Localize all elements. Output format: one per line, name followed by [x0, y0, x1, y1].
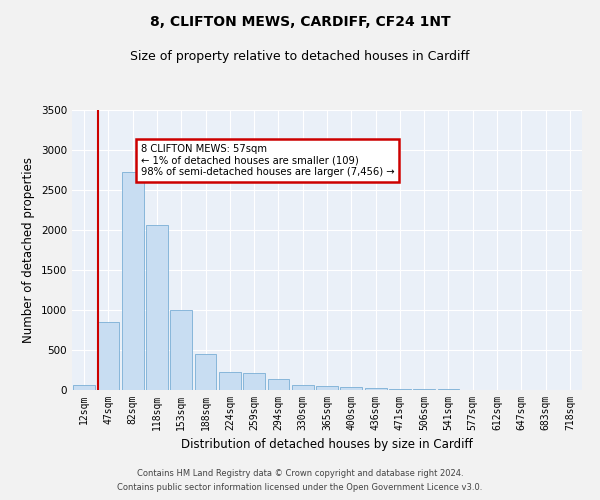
Bar: [194, 354, 217, 390]
Bar: [73, 385, 95, 390]
Bar: [243, 373, 265, 390]
Bar: [365, 388, 386, 390]
Y-axis label: Number of detached properties: Number of detached properties: [22, 157, 35, 343]
Text: Contains HM Land Registry data © Crown copyright and database right 2024.: Contains HM Land Registry data © Crown c…: [137, 468, 463, 477]
Bar: [316, 386, 338, 390]
Bar: [146, 225, 168, 390]
Text: Size of property relative to detached houses in Cardiff: Size of property relative to detached ho…: [130, 50, 470, 63]
Bar: [97, 322, 119, 390]
Bar: [122, 172, 143, 390]
Text: 8, CLIFTON MEWS, CARDIFF, CF24 1NT: 8, CLIFTON MEWS, CARDIFF, CF24 1NT: [149, 15, 451, 29]
Bar: [219, 372, 241, 390]
Bar: [389, 388, 411, 390]
Bar: [340, 387, 362, 390]
Text: Contains public sector information licensed under the Open Government Licence v3: Contains public sector information licen…: [118, 484, 482, 492]
Text: 8 CLIFTON MEWS: 57sqm
← 1% of detached houses are smaller (109)
98% of semi-deta: 8 CLIFTON MEWS: 57sqm ← 1% of detached h…: [141, 144, 394, 177]
X-axis label: Distribution of detached houses by size in Cardiff: Distribution of detached houses by size …: [181, 438, 473, 452]
Bar: [170, 310, 192, 390]
Bar: [292, 385, 314, 390]
Bar: [413, 389, 435, 390]
Bar: [268, 379, 289, 390]
